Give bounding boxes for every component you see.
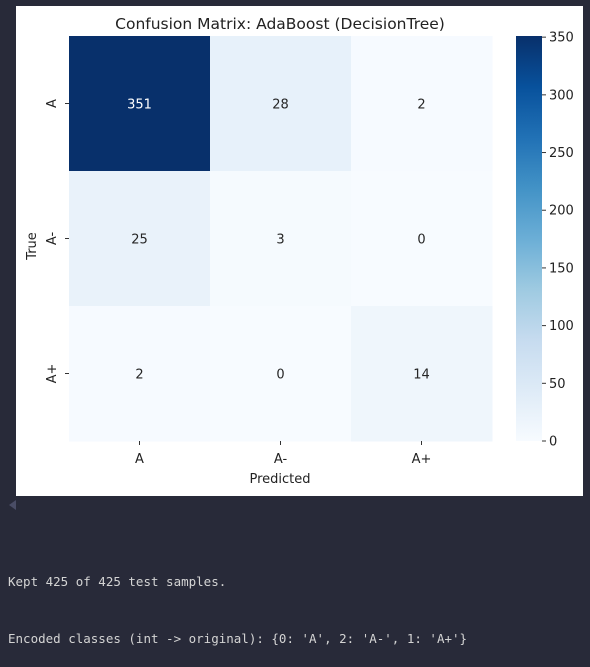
heatmap-cell	[69, 171, 211, 307]
console-output: Kept 425 of 425 test samples. Encoded cl…	[8, 534, 467, 667]
heatmap-cell	[69, 36, 211, 172]
cell-value-label: 28	[272, 98, 289, 113]
y-tick-label: A+	[45, 364, 60, 384]
colorbar-gradient	[516, 36, 542, 441]
colorbar-tick-label: 300	[549, 88, 574, 103]
colorbar-tick-label: 0	[549, 435, 557, 450]
x-axis-label: Predicted	[249, 472, 310, 487]
x-tick-label: A-	[274, 452, 288, 467]
heatmap-cell	[210, 171, 352, 307]
colorbar-tick-label: 250	[549, 146, 574, 161]
chart-title: Confusion Matrix: AdaBoost (DecisionTree…	[115, 15, 445, 33]
cell-value-label: 0	[417, 233, 425, 248]
cell-value-label: 25	[131, 233, 148, 248]
cell-value-label: 2	[417, 98, 425, 113]
confusion-matrix-figure: Confusion Matrix: AdaBoost (DecisionTree…	[16, 6, 583, 496]
console-line-2: Encoded classes (int -> original): {0: '…	[8, 631, 468, 646]
cell-value-label: 14	[413, 368, 430, 383]
cell-value-label: 3	[276, 233, 284, 248]
heatmap-cell	[351, 171, 493, 307]
console-line-1: Kept 425 of 425 test samples.	[8, 574, 227, 589]
y-tick-label: A	[45, 99, 60, 108]
heatmap-cell	[210, 36, 352, 172]
colorbar-tick-label: 200	[549, 204, 574, 219]
scroll-left-arrow-icon[interactable]	[9, 500, 16, 510]
y-tick-label: A-	[45, 232, 60, 246]
heatmap-chart: Confusion Matrix: AdaBoost (DecisionTree…	[25, 15, 574, 487]
cell-value-label: 351	[127, 98, 152, 113]
heatmap-cell	[210, 306, 352, 442]
heatmap-cell	[351, 36, 493, 172]
cell-value-label: 2	[135, 368, 143, 383]
x-tick-label: A+	[412, 452, 432, 467]
colorbar-tick-label: 50	[549, 377, 566, 392]
cell-value-label: 0	[276, 368, 284, 383]
y-axis-label: True	[25, 232, 40, 261]
heatmap-cell	[69, 306, 211, 442]
colorbar-tick-label: 100	[549, 319, 574, 334]
colorbar-tick-label: 350	[549, 31, 574, 46]
colorbar-tick-label: 150	[549, 261, 574, 276]
x-tick-label: A	[135, 452, 144, 467]
colorbar: 0 50 100 150 200 250 300 350	[516, 31, 574, 450]
heatmap-cell	[351, 306, 493, 442]
